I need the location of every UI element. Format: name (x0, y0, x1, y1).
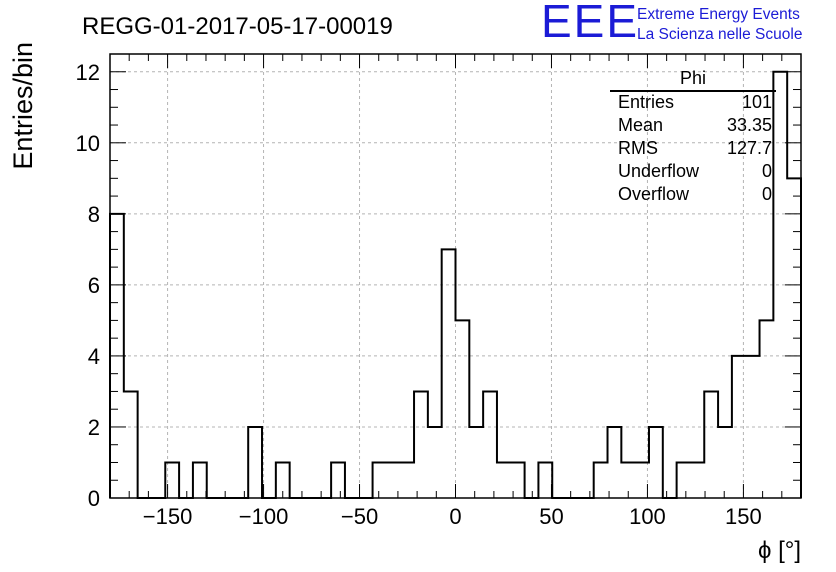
x-tick-label: −150 (143, 504, 193, 529)
stats-value: 0 (761, 184, 772, 204)
eee-logo-mark: EEE (541, 0, 640, 47)
stats-key: Underflow (618, 161, 700, 181)
x-tick-label: −50 (341, 504, 378, 529)
y-tick-label: 2 (88, 415, 100, 440)
stats-divider (610, 90, 776, 92)
stats-key: Overflow (618, 184, 690, 204)
x-tick-label: 50 (539, 504, 563, 529)
stats-box: Phi Entries 101 Mean 33.35 RMS 127.7 Und… (610, 68, 776, 208)
grid-lines (110, 54, 801, 499)
eee-logo: EEE Extreme Energy Events La Scienza nel… (541, 0, 836, 47)
y-tick-label: 0 (88, 486, 100, 511)
stats-row-overflow: Overflow 0 (618, 184, 772, 207)
y-tick-label: 6 (88, 273, 100, 298)
stats-key: Entries (618, 92, 675, 112)
stats-value: 33.35 (726, 115, 772, 135)
axes: −150 −100 −50 0 50 100 150 0 2 4 6 8 10 12 (76, 53, 802, 529)
y-axis-label: Entries/bin (8, 42, 38, 170)
stats-row-underflow: Underflow 0 (618, 161, 772, 184)
x-tick-label: 150 (725, 504, 762, 529)
stats-row-entries: Entries 101 (618, 92, 772, 115)
y-tick-label: 10 (76, 131, 100, 156)
x-tick-label: −100 (239, 504, 289, 529)
chart-title: REGG-01-2017-05-17-00019 (82, 13, 393, 40)
stats-key: RMS (618, 138, 658, 158)
stats-value: 0 (761, 161, 772, 181)
y-tick-label: 4 (88, 344, 100, 369)
stats-row-rms: RMS 127.7 (618, 138, 772, 161)
logo-text-line1: Extreme Energy Events (637, 6, 800, 23)
stats-row-mean: Mean 33.35 (618, 115, 772, 138)
y-tick-label: 8 (88, 202, 100, 227)
stats-key: Mean (618, 115, 664, 135)
stats-value: 101 (741, 92, 772, 112)
x-tick-label: 100 (629, 504, 666, 529)
x-tick-label: 0 (449, 504, 461, 529)
x-axis-label: ϕ [°] (758, 537, 801, 564)
logo-text-line2: La Scienza nelle Scuole (637, 26, 803, 43)
y-tick-label: 12 (76, 60, 100, 85)
stats-value: 127.7 (726, 138, 772, 158)
stats-title: Phi (679, 68, 706, 88)
